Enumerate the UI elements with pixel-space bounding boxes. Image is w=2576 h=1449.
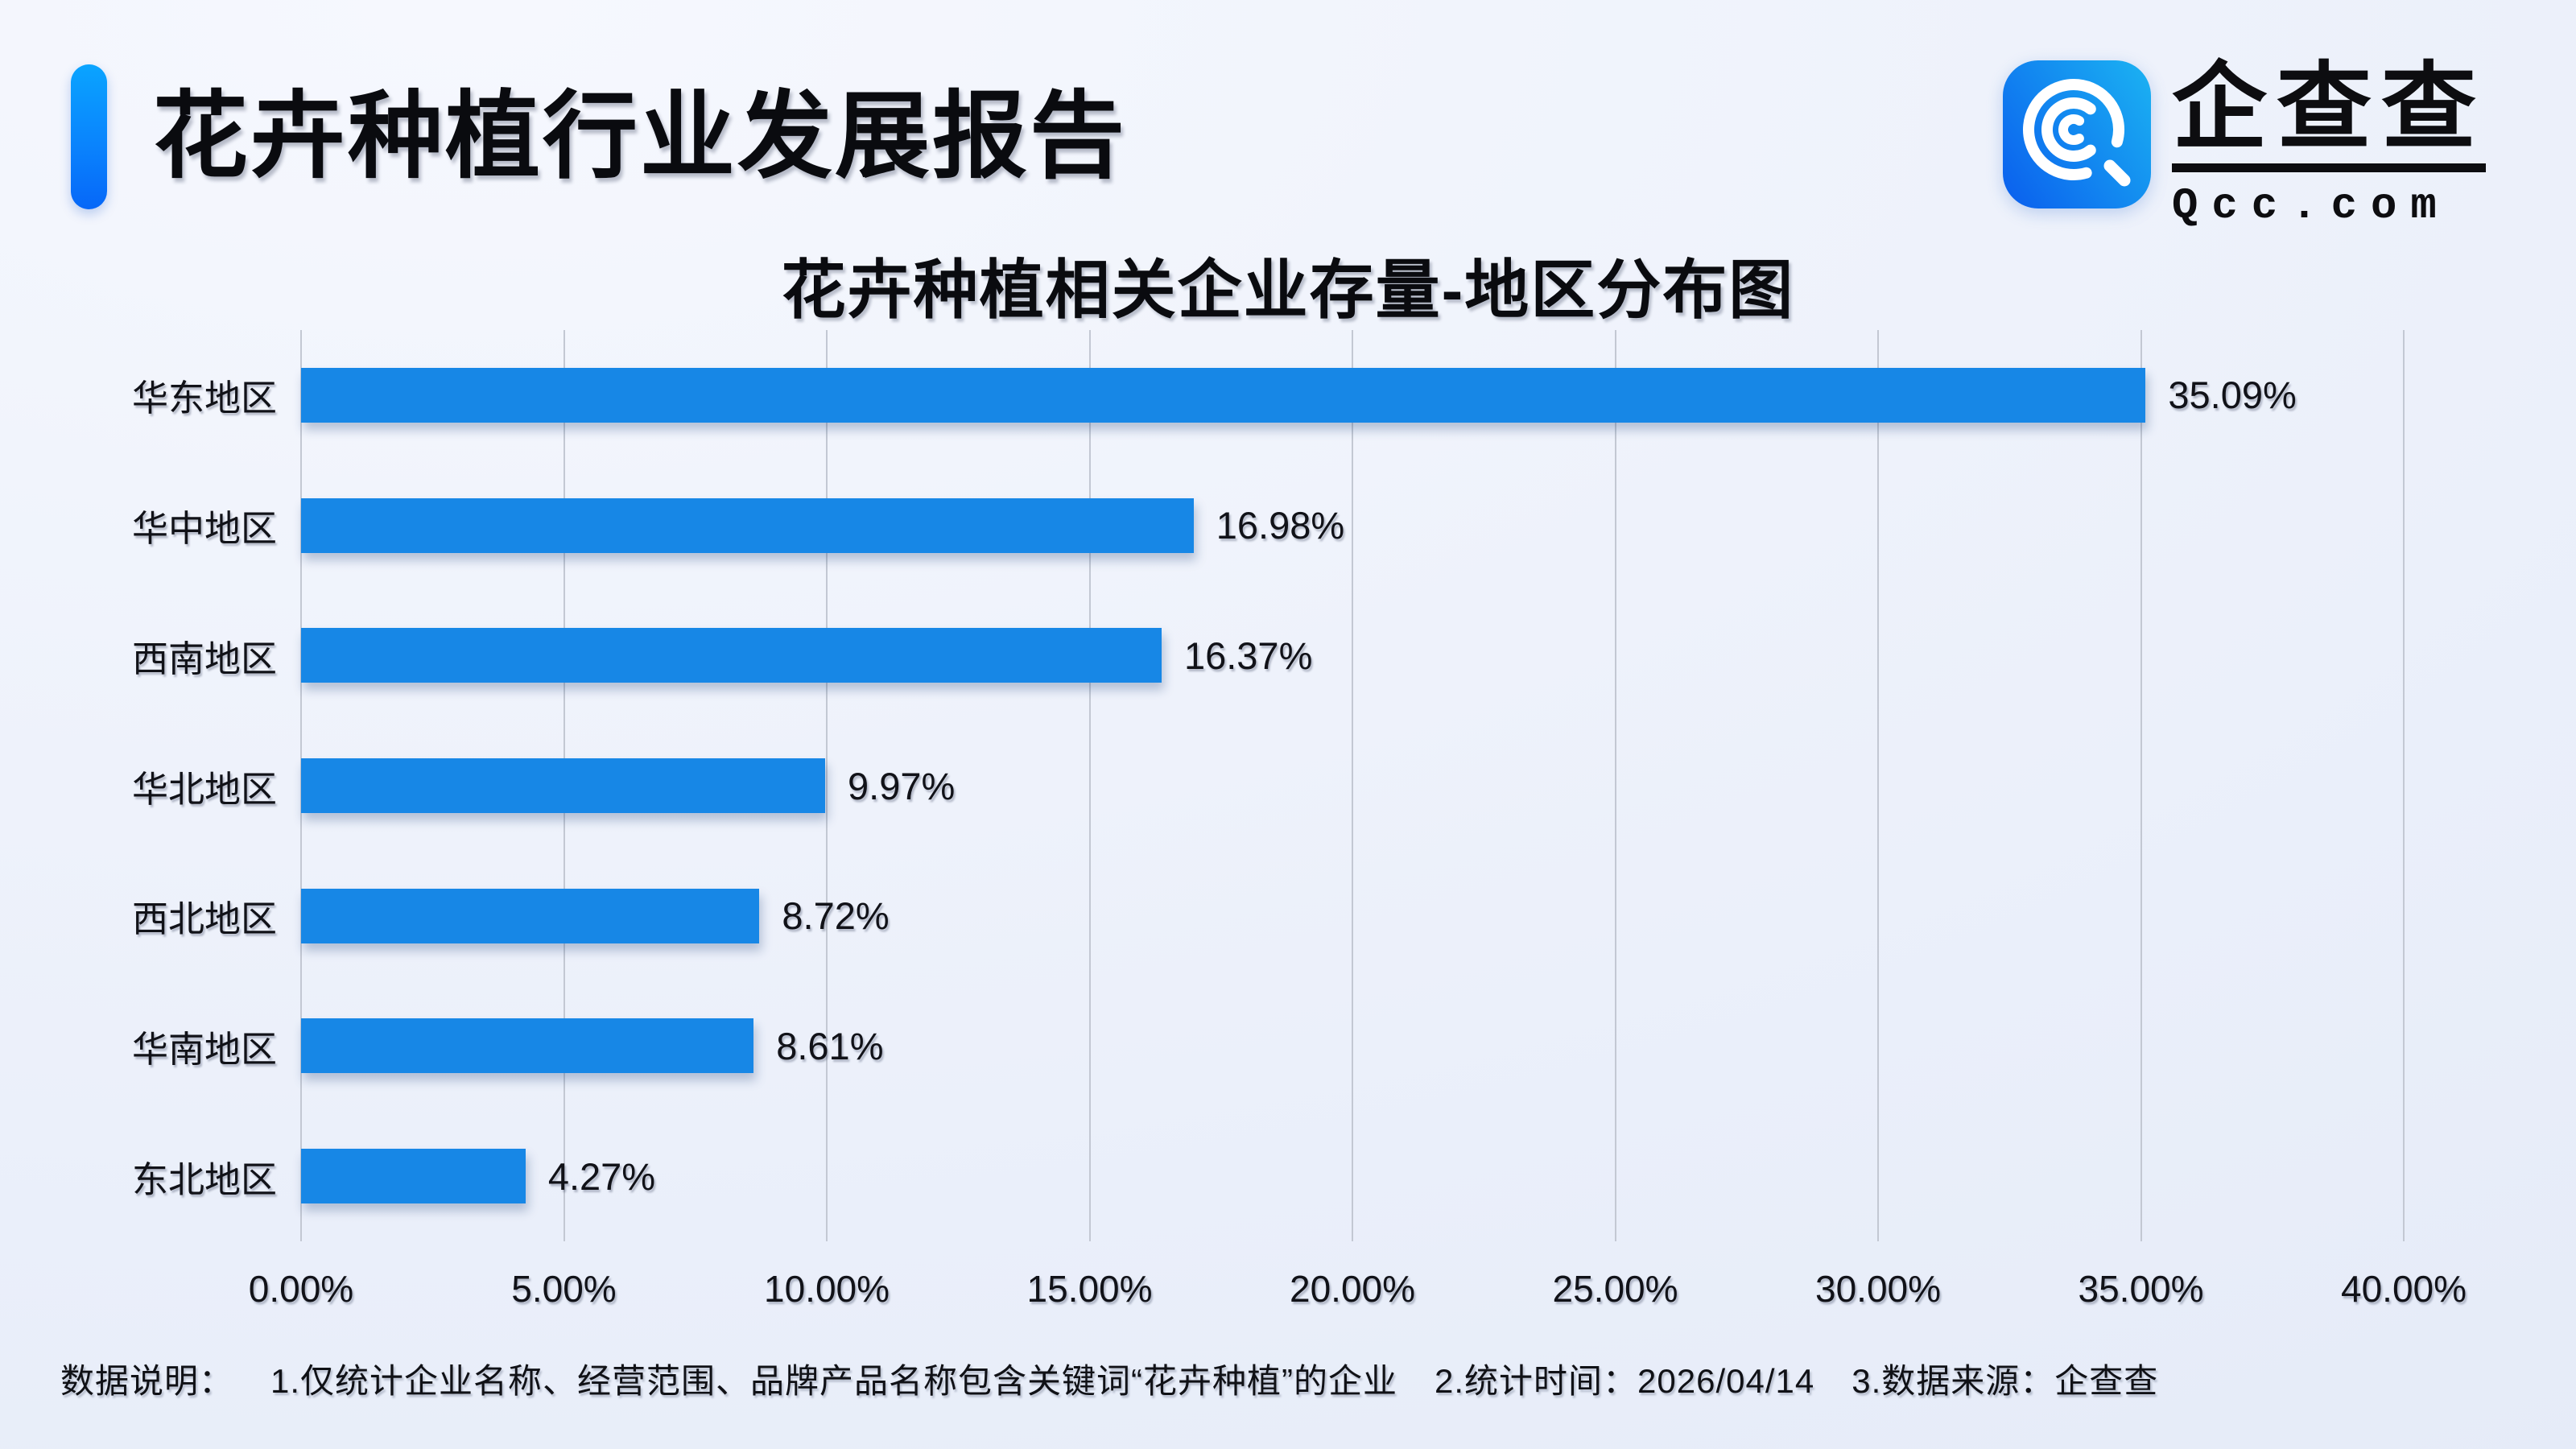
- qcc-magnifier-icon: [2002, 60, 2151, 208]
- chart-row: 西南地区 16.37%: [0, 590, 2404, 720]
- brand-domain: Qcc.com: [2171, 182, 2450, 231]
- gridline: [1088, 330, 1091, 1241]
- category-label: 华中地区: [131, 508, 277, 550]
- x-tick-label: 25.00%: [1552, 1268, 1678, 1310]
- chart-row: 西北地区 8.72%: [0, 851, 2404, 981]
- x-tick-label: 20.00%: [1289, 1268, 1416, 1310]
- chart-row: 华东地区 35.09%: [0, 330, 2404, 460]
- category-label: 东北地区: [131, 1158, 277, 1200]
- qcc-logo: 企查查 Qcc.com: [2002, 60, 2486, 231]
- value-label: 16.37%: [1183, 634, 1313, 677]
- category-label: 西北地区: [131, 898, 277, 940]
- brand-name: 企查查: [2171, 60, 2486, 172]
- bar-track: 4.27%: [301, 1111, 2404, 1241]
- bar: [301, 1149, 526, 1204]
- footer-item: 3.数据来源：企查查: [1852, 1362, 2159, 1400]
- bar: [301, 758, 826, 814]
- x-axis: 0.00% 5.00% 10.00% 15.00% 20.00% 25.00% 30.00%…: [249, 1267, 2467, 1319]
- footer-item: 2.统计时间：2026/04/14: [1435, 1362, 1815, 1400]
- bar-track: 8.61%: [301, 981, 2404, 1112]
- category-label: 华东地区: [131, 378, 277, 419]
- x-tick-label: 5.00%: [511, 1268, 617, 1310]
- value-label: 16.98%: [1216, 504, 1345, 547]
- value-label: 35.09%: [2168, 374, 2297, 417]
- bar-track: 35.09%: [301, 330, 2404, 460]
- bar: [301, 1018, 754, 1074]
- x-tick-label: 40.00%: [2340, 1268, 2467, 1310]
- category-label: 华南地区: [131, 1028, 277, 1070]
- bar: [301, 497, 1194, 553]
- gridline: [1352, 330, 1353, 1241]
- x-tick-label: 0.00%: [248, 1268, 354, 1310]
- bar-track: 16.37%: [301, 590, 2404, 720]
- footer-note: 数据说明： 1.仅统计企业名称、经营范围、品牌产品名称包含关键词“花卉种植”的企业…: [60, 1354, 2524, 1403]
- value-label: 8.61%: [776, 1024, 884, 1067]
- x-tick-label: 35.00%: [2078, 1268, 2204, 1310]
- value-label: 4.27%: [547, 1154, 656, 1198]
- footer-item: 1.仅统计企业名称、经营范围、品牌产品名称包含关键词“花卉种植”的企业: [270, 1362, 1398, 1400]
- category-label: 西南地区: [131, 638, 277, 679]
- bar: [301, 367, 2146, 423]
- value-label: 8.72%: [782, 894, 890, 938]
- bar: [301, 888, 760, 943]
- qcc-logo-text: 企查查 Qcc.com: [2171, 60, 2486, 231]
- gridline: [826, 330, 828, 1241]
- bar-track: 9.97%: [301, 720, 2404, 851]
- value-label: 9.97%: [848, 764, 956, 807]
- chart-rows: 华东地区 35.09% 华中地区 16.98% 西南地区 16.37% 华北地区 9.97% 西…: [0, 330, 2404, 1241]
- x-tick-label: 30.00%: [1814, 1268, 1942, 1310]
- chart-row: 华北地区 9.97%: [0, 720, 2404, 851]
- bar-track: 16.98%: [301, 460, 2404, 591]
- gridline: [1877, 330, 1879, 1241]
- chart-row: 东北地区 4.27%: [0, 1111, 2404, 1241]
- bar-track: 8.72%: [301, 851, 2404, 981]
- report-title: 花卉种植行业发展报告: [153, 84, 1128, 190]
- category-label: 华北地区: [131, 768, 277, 810]
- gridline: [1614, 330, 1616, 1241]
- title-accent-bar: [71, 64, 107, 209]
- x-tick-label: 15.00%: [1026, 1268, 1153, 1310]
- gridline: [2140, 330, 2142, 1241]
- bar: [301, 628, 1162, 683]
- x-tick-label: 10.00%: [763, 1268, 890, 1310]
- footer-label: 数据说明：: [60, 1362, 234, 1400]
- gridline: [2403, 330, 2405, 1241]
- chart-row: 华中地区 16.98%: [0, 460, 2404, 591]
- chart-row: 华南地区 8.61%: [0, 981, 2404, 1112]
- chart-title: 花卉种植相关企业存量-地区分布图: [781, 254, 1795, 326]
